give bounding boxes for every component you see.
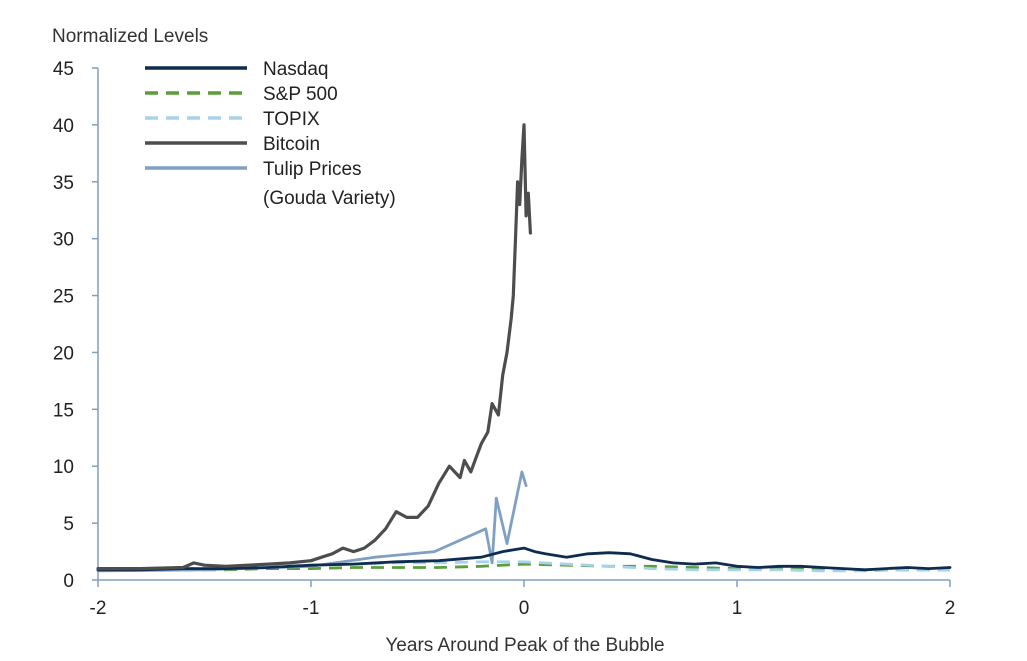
y-tick-label: 15 [53, 400, 74, 421]
series-lines [96, 123, 952, 573]
series-line-nasdaq [96, 546, 952, 572]
x-tick-label: 1 [732, 598, 743, 619]
y-tick-label: 20 [53, 343, 74, 364]
y-tick-label: 35 [53, 173, 74, 194]
y-axis-title: Normalized Levels [52, 26, 208, 47]
legend-label: TOPIX [263, 109, 320, 130]
y-tick-label: 5 [63, 514, 74, 535]
series-line-topix [97, 560, 950, 573]
legend-label: (Gouda Variety) [263, 188, 396, 209]
legend: Nasdaq S&P 500 TOPIX Bitcoin Tulip Prices (Go… [145, 59, 396, 209]
legend-label: Nasdaq [263, 59, 329, 80]
legend-label: S&P 500 [263, 84, 338, 105]
y-tick-label: 0 [63, 571, 74, 592]
axes: 0 5 10 15 20 25 30 35 40 45 -2 -1 0 1 2 [53, 59, 955, 619]
x-tick-label: 2 [945, 598, 956, 619]
y-tick-label: 45 [53, 59, 74, 80]
series-line-s-p-500 [98, 562, 950, 572]
x-tick-label: -1 [303, 598, 320, 619]
y-tick-label: 25 [53, 287, 74, 308]
series-line-bitcoin [96, 123, 533, 571]
legend-label: Bitcoin [263, 134, 320, 155]
series-line-tulip-prices-gouda-variety [96, 470, 528, 573]
x-axis-title: Years Around Peak of the Bubble [385, 635, 664, 656]
legend-label: Tulip Prices [263, 159, 362, 180]
x-tick-label: 0 [519, 598, 530, 619]
y-tick-label: 10 [53, 457, 74, 478]
y-tick-label: 40 [53, 116, 74, 137]
y-tick-label: 30 [53, 230, 74, 251]
x-tick-label: -2 [90, 598, 107, 619]
